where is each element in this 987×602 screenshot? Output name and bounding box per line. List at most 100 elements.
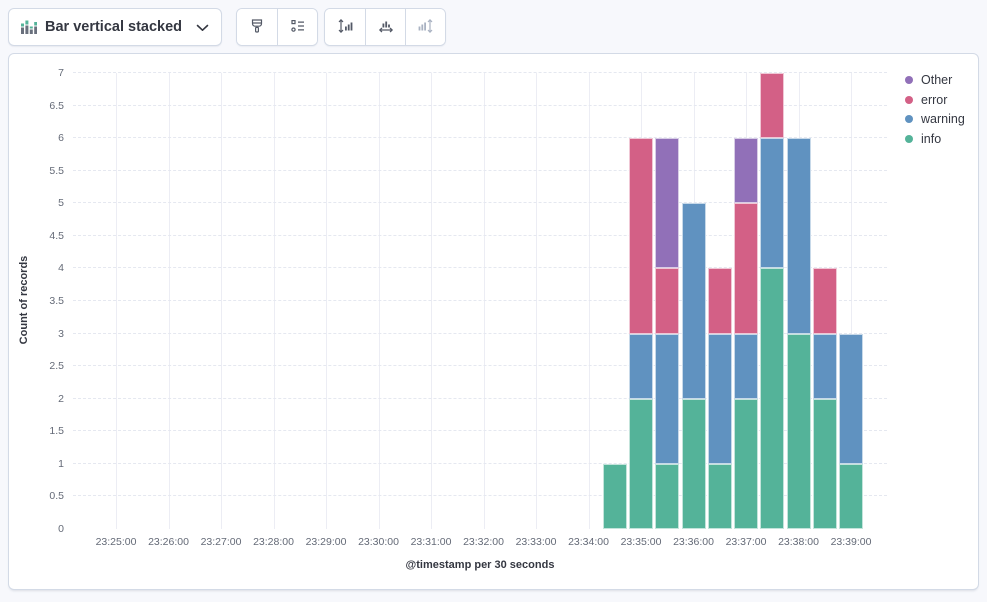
bar-segment[interactable]: [655, 333, 680, 464]
vertical-gridline: [116, 73, 117, 529]
bar-segment[interactable]: [707, 333, 732, 464]
horizontal-gridline: [73, 267, 887, 269]
x-tick-label: 23:39:00: [830, 536, 872, 548]
y-tick-label: 5: [58, 197, 64, 210]
bar-segment[interactable]: [707, 268, 732, 334]
x-tick-label: 23:25:00: [95, 536, 137, 548]
x-tick-label: 23:31:00: [410, 536, 452, 548]
y-tick-label: 5.5: [49, 164, 64, 177]
legend-item-label: info: [921, 131, 942, 146]
bar-segment[interactable]: [681, 203, 706, 399]
bar-vertical-stacked-icon: [21, 18, 38, 37]
bar-segment[interactable]: [602, 463, 627, 529]
legend-item-label: warning: [921, 112, 965, 126]
y-tick-label: 4.5: [49, 229, 64, 242]
vertical-gridline: [431, 73, 432, 529]
x-tick-label: 23:29:00: [305, 536, 347, 548]
vertical-gridline: [326, 73, 327, 529]
chart-type-label: Bar vertical stacked: [45, 19, 183, 35]
legend-item-label: Other: [921, 73, 953, 87]
x-tick-label: 23:27:00: [200, 536, 242, 548]
chevron-down-icon: [196, 20, 209, 35]
x-tick-label: 23:35:00: [620, 536, 662, 548]
bar-segment[interactable]: [629, 333, 653, 399]
bar-segment[interactable]: [655, 268, 680, 334]
chart-legend: Other error warning info: [905, 74, 965, 145]
x-tick-label: 23:26:00: [148, 536, 189, 548]
vertical-gridline: [221, 73, 222, 529]
vertical-gridline: [851, 73, 852, 529]
x-axis-title: @timestamp per 30 seconds: [405, 559, 555, 571]
bar-segment[interactable]: [734, 203, 758, 334]
y-tick-label: 2.5: [49, 360, 64, 373]
horizontal-gridline: [73, 430, 887, 432]
horizontal-gridline: [73, 397, 887, 399]
horizontal-gridline: [73, 332, 887, 334]
x-tick-label: 23:38:00: [778, 536, 819, 548]
y-tick-label: 7: [58, 67, 64, 79]
bottom-axis-button[interactable]: [365, 9, 405, 45]
x-tick-label: 23:36:00: [673, 536, 714, 548]
horizontal-axis-icon: [377, 17, 395, 38]
legend-settings-button[interactable]: [277, 9, 317, 45]
legend-item-label: error: [921, 92, 948, 107]
horizontal-gridline: [73, 137, 887, 139]
x-tick-label: 23:28:00: [253, 536, 294, 548]
y-tick-label: 1: [58, 457, 64, 470]
y-tick-label: 6.5: [49, 99, 64, 112]
bar-segment[interactable]: [681, 398, 706, 529]
bar-segment[interactable]: [812, 398, 837, 529]
bar-segment[interactable]: [629, 398, 653, 529]
bar-segment[interactable]: [734, 398, 758, 529]
right-axis-button[interactable]: [405, 9, 445, 45]
bar-segment[interactable]: [707, 463, 732, 529]
horizontal-gridline: [73, 169, 887, 171]
bar-segment[interactable]: [812, 268, 837, 334]
y-axis-tick-labels: 0 0.5 1 1.5 2 2.5 3 3.5 4 4.5 5 5.5 6 6.5 7: [9, 67, 64, 535]
left-axis-button[interactable]: [325, 9, 365, 45]
visual-options-button[interactable]: [237, 9, 277, 45]
vertical-gridline: [378, 73, 380, 529]
bar-segment[interactable]: [760, 138, 785, 269]
y-tick-label: 6: [58, 132, 64, 145]
legend-color-dot: [905, 115, 913, 124]
bar-segment[interactable]: [734, 333, 758, 399]
legend-item[interactable]: warning: [905, 113, 965, 126]
vertical-axis-icon: [336, 17, 354, 38]
bar-segment[interactable]: [839, 333, 863, 464]
horizontal-gridline: [73, 234, 887, 236]
bar-segment[interactable]: [786, 333, 811, 529]
y-tick-label: 1.5: [49, 425, 64, 438]
y-tick-label: 2: [58, 392, 64, 405]
y-tick-label: 0.5: [49, 490, 64, 503]
axis-button-group: [324, 8, 446, 46]
bar-segment[interactable]: [655, 463, 680, 529]
legend-color-dot: [905, 95, 913, 104]
legend-item[interactable]: info: [905, 131, 965, 146]
horizontal-gridline: [73, 365, 887, 367]
vertical-gridline: [483, 73, 485, 529]
bar-segment[interactable]: [655, 138, 680, 269]
bar-segment[interactable]: [734, 138, 758, 204]
x-axis-tick-labels: 23:25:00 23:26:00 23:27:00 23:28:00 23:29:00…: [73, 536, 887, 552]
legend-item[interactable]: error: [905, 92, 965, 107]
bar-segment[interactable]: [760, 268, 785, 529]
plot-area[interactable]: [73, 72, 887, 529]
legend-list-icon: [290, 18, 306, 37]
x-tick-label: 23:33:00: [515, 536, 557, 548]
horizontal-gridline: [73, 300, 887, 301]
bar-segment[interactable]: [839, 463, 863, 529]
bar-segment[interactable]: [760, 73, 785, 139]
chart-type-selector[interactable]: Bar vertical stacked: [8, 8, 222, 46]
horizontal-gridline: [73, 495, 887, 497]
bar-segment[interactable]: [812, 333, 837, 399]
style-button-group: [236, 8, 318, 46]
y-tick-label: 0: [58, 523, 64, 535]
vertical-gridline: [536, 73, 537, 529]
legend-color-dot: [905, 76, 913, 85]
y-tick-label: 3: [58, 327, 64, 340]
bar-segment[interactable]: [629, 138, 653, 334]
bar-segment[interactable]: [786, 138, 811, 334]
x-tick-label: 23:34:00: [568, 536, 609, 548]
legend-item[interactable]: Other: [905, 74, 965, 87]
